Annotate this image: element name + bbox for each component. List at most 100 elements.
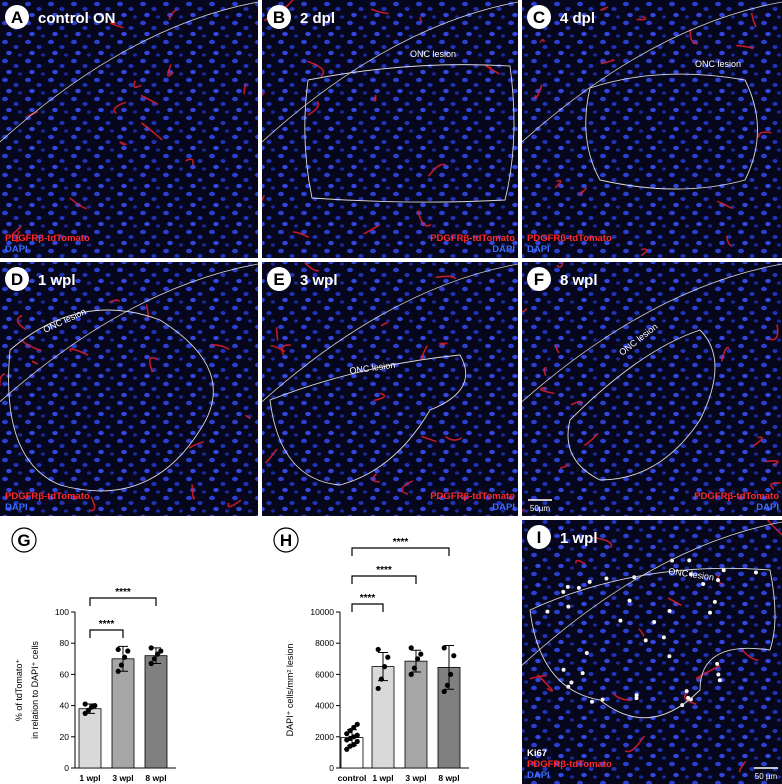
data-point bbox=[148, 660, 154, 667]
data-point bbox=[82, 710, 88, 717]
data-point bbox=[411, 665, 417, 671]
image-layer bbox=[262, 262, 518, 516]
lesion-outline bbox=[585, 73, 758, 190]
lesion-outline bbox=[567, 329, 716, 481]
marker-label: DAPI bbox=[5, 502, 28, 513]
micrograph bbox=[522, 0, 782, 258]
vessel-signal bbox=[419, 16, 423, 23]
panel-letter-badge bbox=[267, 267, 291, 291]
ki67-nucleus bbox=[715, 661, 720, 666]
ki67-nucleus bbox=[587, 579, 592, 584]
marker-label: PDGFRβ-tdTomato bbox=[430, 233, 515, 244]
y-axis-label: % of tdTomato⁺ bbox=[14, 659, 24, 722]
panel-title: 3 wpl bbox=[300, 272, 338, 289]
ki67-nucleus bbox=[561, 667, 566, 672]
vessel-signal bbox=[265, 448, 278, 464]
error-bar bbox=[444, 645, 454, 690]
panel-letter: H bbox=[280, 531, 292, 550]
panel-title: control ON bbox=[38, 10, 116, 27]
ki67-nucleus bbox=[667, 654, 672, 659]
vessel-signal bbox=[539, 386, 555, 395]
nerve-border bbox=[262, 1, 518, 143]
data-point bbox=[385, 654, 391, 660]
panel-letter-badge bbox=[527, 5, 551, 29]
ki67-nucleus bbox=[716, 672, 721, 677]
y-axis-label: DAPI⁺ cells/mm² lesion bbox=[285, 644, 295, 737]
panel-letter-badge bbox=[527, 525, 551, 549]
data-point bbox=[347, 727, 353, 734]
data-point bbox=[351, 742, 357, 748]
vessel-signal bbox=[191, 484, 196, 500]
significance-bracket bbox=[351, 547, 450, 556]
bar bbox=[371, 666, 395, 769]
ki67-nucleus bbox=[566, 604, 571, 609]
ki67-nucleus bbox=[717, 678, 722, 683]
panel-letter: B bbox=[273, 8, 285, 27]
micrograph bbox=[522, 262, 782, 516]
panel-letter: C bbox=[533, 8, 545, 27]
data-point bbox=[451, 653, 457, 659]
bar bbox=[144, 655, 168, 769]
vessel-signal bbox=[15, 230, 22, 243]
lesion-outline bbox=[269, 354, 467, 486]
vessel-signal bbox=[738, 760, 747, 773]
y-tick-label: 0 bbox=[64, 763, 69, 773]
vessel-signal bbox=[757, 131, 772, 138]
x-tick-label: 1 wpl bbox=[372, 773, 393, 783]
data-point bbox=[408, 671, 414, 678]
panel-letter-badge bbox=[5, 5, 29, 29]
vessel-signal bbox=[750, 12, 757, 28]
data-point bbox=[448, 671, 454, 678]
bar bbox=[78, 708, 102, 769]
panel-title: 4 dpl bbox=[560, 10, 595, 27]
vessel-signal bbox=[292, 231, 310, 238]
vessel-signal bbox=[69, 197, 88, 210]
data-point bbox=[441, 688, 447, 695]
vessel-signal bbox=[145, 304, 149, 319]
vessel-signal bbox=[770, 482, 781, 490]
vessel-signal bbox=[373, 94, 377, 102]
panel-letter-badge bbox=[527, 267, 551, 291]
data-point bbox=[155, 651, 161, 657]
marker-label: DAPI bbox=[527, 770, 550, 781]
marker-label: PDGFRβ-tdTomato bbox=[430, 491, 515, 502]
vessel-signal bbox=[304, 262, 320, 272]
vessel-signal bbox=[262, 91, 265, 97]
x-tick-label: 8 wpl bbox=[438, 773, 459, 783]
y-tick-label: 8000 bbox=[315, 638, 334, 648]
marker-label: DAPI bbox=[492, 502, 515, 513]
vessel-signal bbox=[439, 342, 448, 346]
vessel-signal bbox=[740, 648, 759, 662]
ki67-nucleus bbox=[684, 689, 689, 694]
marker-label: Ki67 bbox=[527, 748, 547, 759]
y-tick-label: 2000 bbox=[315, 732, 334, 742]
ki67-nucleus bbox=[715, 578, 720, 583]
image-layer bbox=[262, 0, 518, 258]
data-point bbox=[375, 646, 381, 653]
x-tick-label: control bbox=[338, 773, 367, 783]
y-tick-label: 20 bbox=[60, 732, 70, 742]
data-point bbox=[118, 662, 124, 668]
ki67-nucleus bbox=[643, 638, 648, 643]
bar-chart: G % of tdTomato⁺ in relation to DAPI⁺ cell… bbox=[11, 527, 176, 783]
vessel-signal bbox=[689, 29, 699, 45]
vessel-signal bbox=[445, 436, 463, 441]
ki67-nucleus bbox=[604, 576, 609, 581]
vessel-signal bbox=[720, 346, 730, 362]
vessel-signal bbox=[435, 275, 457, 280]
vessel-signal bbox=[275, 327, 279, 341]
significance-bracket bbox=[351, 603, 384, 612]
panel-letter: I bbox=[537, 528, 542, 547]
ki67-nucleus bbox=[627, 598, 632, 603]
marker-label: PDGFRβ-tdTomato bbox=[5, 491, 90, 502]
ki67-nucleus bbox=[721, 568, 726, 573]
data-point bbox=[354, 738, 360, 745]
vessel-signal bbox=[188, 441, 205, 449]
vessel-signal bbox=[89, 496, 96, 512]
vessel-signal bbox=[168, 8, 177, 20]
ki67-nucleus bbox=[687, 558, 692, 563]
